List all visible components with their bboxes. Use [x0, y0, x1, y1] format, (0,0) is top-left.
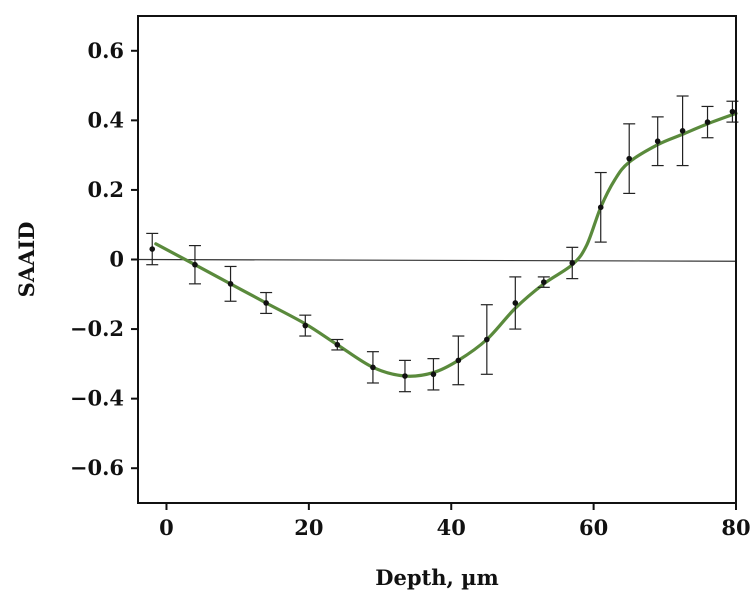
- x-axis-title: Depth, µm: [375, 565, 498, 590]
- data-point: [484, 336, 490, 343]
- y-tick-label: −0.2: [70, 316, 124, 341]
- y-tick-label: 0.6: [87, 38, 124, 63]
- data-point: [679, 127, 686, 134]
- data-point: [455, 357, 462, 364]
- data-point: [597, 204, 604, 211]
- y-tick-label: 0.4: [87, 107, 124, 132]
- data-point: [149, 246, 156, 252]
- data-point: [227, 281, 234, 287]
- data-point: [302, 322, 309, 329]
- data-point: [512, 300, 519, 306]
- data-point: [729, 108, 736, 115]
- fit-curve: [154, 111, 738, 378]
- data-point: [430, 371, 437, 378]
- data-point: [402, 373, 408, 379]
- data-point: [704, 119, 711, 125]
- x-tick-label: 80: [721, 515, 750, 540]
- x-tick-label: 0: [159, 515, 174, 540]
- data-point: [569, 260, 576, 266]
- data-point: [334, 341, 341, 348]
- x-tick-label: 20: [294, 515, 323, 540]
- y-axis-title: SAAID: [14, 222, 39, 298]
- data-point: [192, 261, 198, 268]
- data-point: [626, 155, 633, 162]
- y-tick-label: 0.2: [87, 177, 124, 202]
- y-tick-label: −0.6: [70, 455, 124, 480]
- zero-baseline: [137, 258, 737, 262]
- x-tick-label: 40: [437, 515, 466, 540]
- data-point: [654, 138, 661, 145]
- y-tick-label: 0: [109, 247, 124, 272]
- data-point: [370, 364, 376, 371]
- y-tick-label: −0.4: [70, 386, 124, 411]
- data-point: [540, 279, 547, 285]
- x-tick-label: 60: [579, 515, 608, 540]
- data-point: [263, 300, 269, 306]
